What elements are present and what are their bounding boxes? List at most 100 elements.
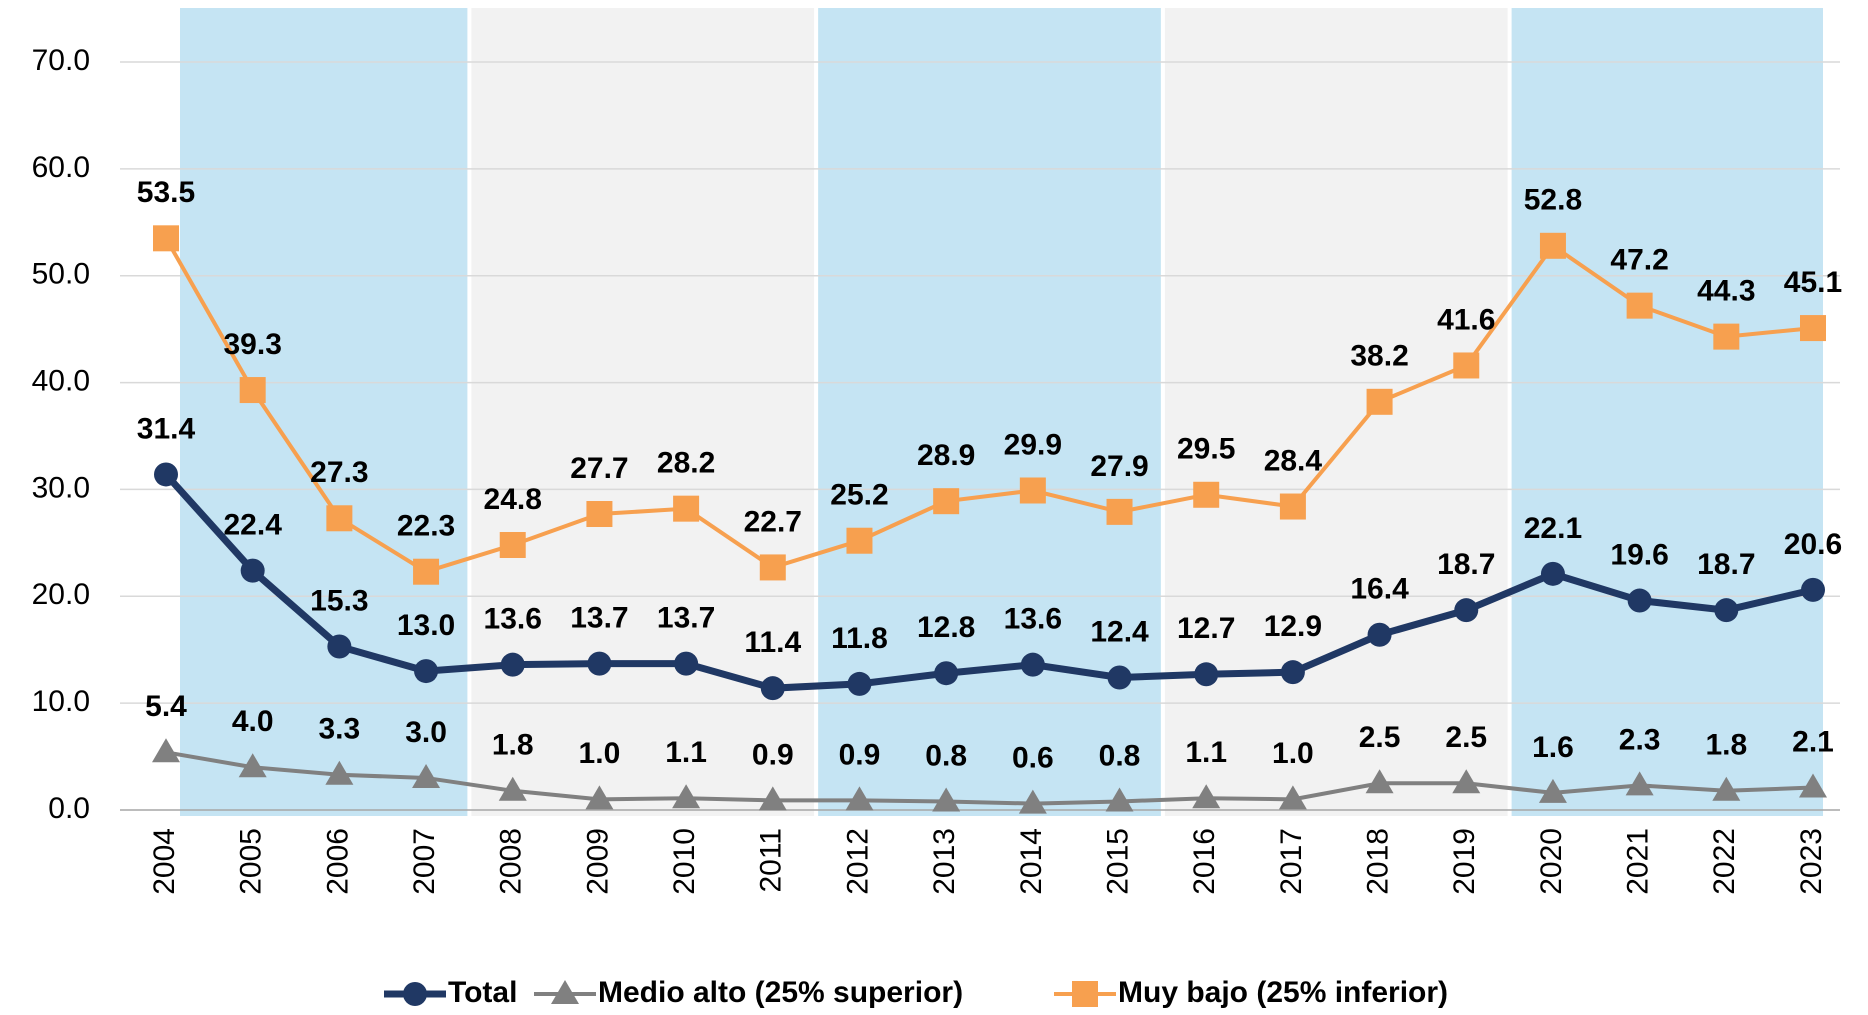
marker — [1106, 498, 1133, 525]
x-tick-label: 2020 — [1535, 828, 1568, 895]
marker — [1454, 598, 1479, 623]
data-label: 2.5 — [1445, 721, 1487, 754]
data-label: 2.1 — [1792, 725, 1834, 758]
marker — [1800, 315, 1826, 342]
data-label: 29.5 — [1177, 433, 1235, 466]
data-label: 1.0 — [579, 737, 621, 770]
marker — [672, 784, 701, 809]
data-label: 53.5 — [137, 176, 195, 209]
legend-marker — [1072, 981, 1098, 1007]
data-label: 3.0 — [405, 716, 447, 749]
x-tick-label: 2017 — [1275, 828, 1308, 895]
data-label: 0.8 — [1099, 739, 1141, 772]
y-tick-label: 30.0 — [32, 471, 90, 504]
data-label: 13.7 — [570, 602, 628, 635]
data-label: 1.8 — [492, 729, 534, 762]
data-label: 5.4 — [145, 690, 187, 723]
marker — [759, 554, 786, 581]
marker — [152, 738, 180, 763]
marker — [238, 753, 267, 778]
data-label: 0.8 — [925, 739, 967, 772]
marker — [1105, 787, 1134, 812]
data-label: 28.4 — [1264, 444, 1323, 477]
data-label: 1.0 — [1272, 737, 1314, 770]
y-tick-label: 70.0 — [32, 44, 90, 77]
legend-label: Total — [448, 976, 517, 1009]
marker — [1366, 388, 1393, 415]
data-label: 15.3 — [310, 584, 368, 617]
data-label: 2.3 — [1619, 723, 1661, 756]
data-label: 22.4 — [223, 509, 282, 542]
data-label: 25.2 — [830, 479, 888, 512]
data-label: 41.6 — [1437, 303, 1495, 336]
marker — [1714, 598, 1739, 623]
marker — [240, 558, 265, 583]
marker — [933, 488, 960, 515]
marker — [412, 763, 441, 788]
data-label: 0.9 — [839, 738, 881, 771]
period-band — [180, 8, 468, 816]
data-label: 13.6 — [484, 603, 542, 636]
marker — [1367, 622, 1392, 647]
x-tick-label: 2019 — [1448, 828, 1481, 895]
data-label: 0.9 — [752, 738, 794, 771]
data-label: 13.7 — [657, 602, 715, 635]
x-tick-label: 2014 — [1015, 828, 1048, 895]
data-label: 4.0 — [232, 705, 274, 738]
x-tick-label: 2010 — [668, 828, 701, 895]
x-tick-label: 2022 — [1708, 828, 1741, 895]
x-tick-label: 2021 — [1622, 828, 1655, 895]
period-band — [1164, 8, 1508, 816]
legend-label: Muy bajo (25% inferior) — [1118, 976, 1448, 1009]
data-label: 12.7 — [1177, 612, 1235, 645]
marker — [758, 786, 787, 811]
y-tick-label: 20.0 — [32, 578, 90, 611]
marker — [414, 659, 439, 684]
marker — [327, 634, 352, 659]
series-line — [164, 237, 1814, 574]
data-label: 13.6 — [1004, 603, 1062, 636]
y-tick-label: 10.0 — [32, 685, 90, 718]
marker — [586, 501, 613, 528]
data-label: 28.9 — [917, 439, 975, 472]
y-tick-label: 60.0 — [32, 151, 90, 184]
marker — [153, 225, 179, 252]
marker — [326, 505, 353, 532]
data-label: 12.4 — [1090, 615, 1149, 648]
data-label: 52.8 — [1524, 184, 1582, 217]
x-tick-label: 2009 — [581, 828, 614, 895]
data-label: 45.1 — [1784, 266, 1842, 299]
data-label: 19.6 — [1610, 538, 1668, 571]
data-label: 31.4 — [137, 412, 196, 445]
marker — [1801, 577, 1825, 602]
data-label: 44.3 — [1697, 275, 1755, 308]
data-label: 28.2 — [657, 447, 715, 480]
marker — [847, 671, 872, 696]
data-label: 27.9 — [1090, 450, 1148, 483]
data-label: 11.4 — [744, 626, 801, 659]
data-label: 47.2 — [1610, 244, 1668, 277]
marker — [1107, 665, 1132, 690]
y-tick-label: 40.0 — [32, 364, 90, 397]
marker — [1194, 662, 1219, 687]
marker — [1279, 493, 1306, 520]
data-label: 13.0 — [397, 609, 455, 642]
data-label: 1.6 — [1532, 731, 1574, 764]
marker — [1453, 352, 1480, 379]
marker — [585, 785, 614, 810]
data-label: 0.6 — [1012, 742, 1054, 775]
data-label: 38.2 — [1350, 340, 1408, 373]
x-tick-label: 2012 — [841, 828, 874, 895]
marker — [846, 527, 873, 554]
x-tick-label: 2004 — [148, 828, 181, 895]
marker — [760, 676, 785, 701]
data-label: 12.9 — [1264, 610, 1322, 643]
x-tick-label: 2007 — [408, 828, 441, 895]
x-tick-label: 2006 — [321, 828, 354, 895]
marker — [154, 462, 178, 487]
marker — [1018, 789, 1047, 814]
data-label: 20.6 — [1784, 528, 1842, 561]
marker — [1626, 292, 1653, 319]
data-label: 29.9 — [1004, 428, 1062, 461]
